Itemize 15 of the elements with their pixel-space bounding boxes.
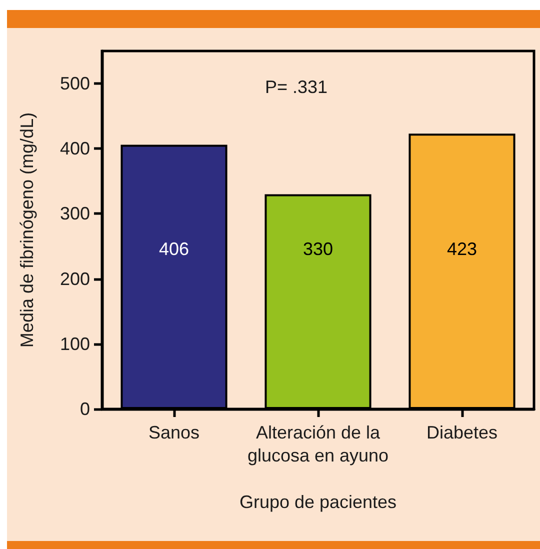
y-tick-label: 100 [60,334,90,354]
y-tick-label: 0 [80,399,90,419]
annotation: P= .331 [265,77,328,97]
x-tick-label: Alteración de la glucosa en ayuno [247,422,389,466]
y-tick-label: 200 [60,268,90,289]
y-tick-label: 300 [60,204,90,224]
y-tick-label: 500 [60,74,90,94]
y-tick-label: 400 [60,138,90,159]
y-axis-title: Media de fibrinógeno (mg/dL) [17,112,37,348]
data-label: 406 [158,239,190,259]
x-tick-label: Sanos [148,422,200,442]
data-label: 330 [302,239,334,259]
x-tick-label: Diabetes [426,422,498,442]
x-axis-title: Grupo de pacientes [239,492,397,512]
data-label: 423 [446,239,478,259]
